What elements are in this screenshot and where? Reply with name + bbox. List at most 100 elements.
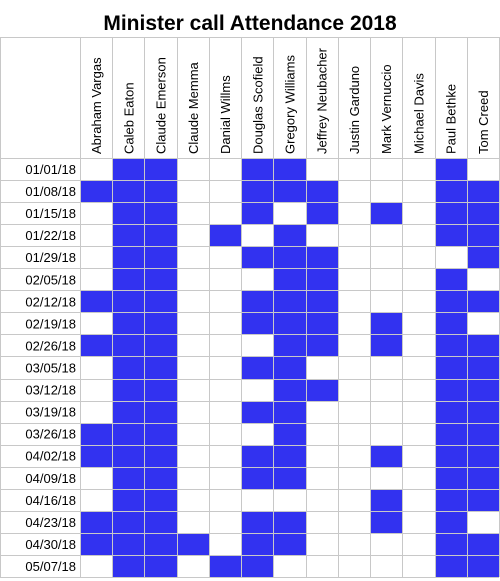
row-label: 01/01/18 [25,162,76,177]
attendance-cell [273,334,306,356]
attendance-cell [112,290,144,312]
column-label: Justin Garduno [347,66,362,154]
attendance-cell [241,533,273,555]
attendance-cell [273,180,306,202]
column-label: Abraham Vargas [89,57,104,154]
attendance-cell [80,533,112,555]
attendance-cell [273,533,306,555]
attendance-cell [241,401,273,423]
attendance-cell [435,401,467,423]
attendance-cell [370,312,402,334]
attendance-cell [144,312,177,334]
attendance-cell [80,334,112,356]
attendance-cell [370,334,402,356]
attendance-cell [112,158,144,180]
attendance-cell [112,334,144,356]
attendance-cell [144,246,177,268]
attendance-cell [306,180,338,202]
attendance-cell [112,555,144,577]
attendance-cell [306,268,338,290]
attendance-cell [112,312,144,334]
attendance-cell [435,467,467,489]
attendance-cell [177,533,209,555]
attendance-cell [435,445,467,467]
attendance-cell [467,246,499,268]
attendance-cell [80,423,112,445]
attendance-cell [209,224,241,246]
attendance-cell [241,180,273,202]
attendance-cell [144,334,177,356]
row-label: 04/30/18 [25,537,76,552]
attendance-cell [144,555,177,577]
attendance-cell [370,202,402,224]
attendance-cell [435,202,467,224]
attendance-cell [112,268,144,290]
attendance-cell [144,533,177,555]
attendance-cell [273,312,306,334]
attendance-cell [435,312,467,334]
heatmap-cells [80,158,499,577]
column-label: Mark Vernuccio [379,64,394,154]
column-label: Caleb Eaton [121,82,136,154]
row-label: 01/22/18 [25,228,76,243]
column-labels: Abraham Vargas Caleb Eaton Claude Emerson C… [89,47,491,154]
attendance-cell [467,401,499,423]
attendance-cell [306,312,338,334]
attendance-cell [435,511,467,533]
row-label: 01/15/18 [25,206,76,221]
column-label: Michael Davis [411,73,426,154]
attendance-cell [435,555,467,577]
attendance-cell [144,401,177,423]
attendance-cell [112,246,144,268]
attendance-cell [112,533,144,555]
column-label: Gregory Williams [283,55,298,154]
attendance-cell [273,445,306,467]
attendance-cell [435,356,467,379]
attendance-cell [435,423,467,445]
attendance-cell [80,290,112,312]
attendance-cell [435,489,467,511]
row-label: 03/05/18 [25,361,76,376]
attendance-cell [467,533,499,555]
column-label: Claude Emerson [154,57,169,154]
attendance-cell [112,379,144,401]
attendance-cell [467,445,499,467]
attendance-cell [144,467,177,489]
column-label: Douglas Scofield [250,56,265,154]
attendance-cell [241,356,273,379]
attendance-cell [467,467,499,489]
attendance-cell [273,379,306,401]
attendance-cell [80,445,112,467]
column-label: Claude Memma [186,61,201,154]
attendance-cell [435,158,467,180]
attendance-cell [467,356,499,379]
attendance-cell [209,555,241,577]
attendance-cell [370,489,402,511]
attendance-cell [273,290,306,312]
attendance-cell [144,511,177,533]
row-label: 03/12/18 [25,383,76,398]
row-label: 04/09/18 [25,471,76,486]
attendance-cell [80,511,112,533]
attendance-cell [467,224,499,246]
attendance-cell [241,467,273,489]
attendance-cell [112,356,144,379]
attendance-cell [112,202,144,224]
attendance-cell [435,334,467,356]
attendance-cell [370,445,402,467]
attendance-cell [80,180,112,202]
attendance-cell [435,180,467,202]
attendance-cell [273,511,306,533]
attendance-cell [241,158,273,180]
attendance-cell [112,445,144,467]
attendance-cell [112,511,144,533]
row-label: 04/16/18 [25,493,76,508]
attendance-cell [112,467,144,489]
attendance-cell [144,379,177,401]
attendance-cell [144,489,177,511]
attendance-cell [273,224,306,246]
attendance-cell [273,356,306,379]
attendance-cell [306,202,338,224]
attendance-cell [273,268,306,290]
